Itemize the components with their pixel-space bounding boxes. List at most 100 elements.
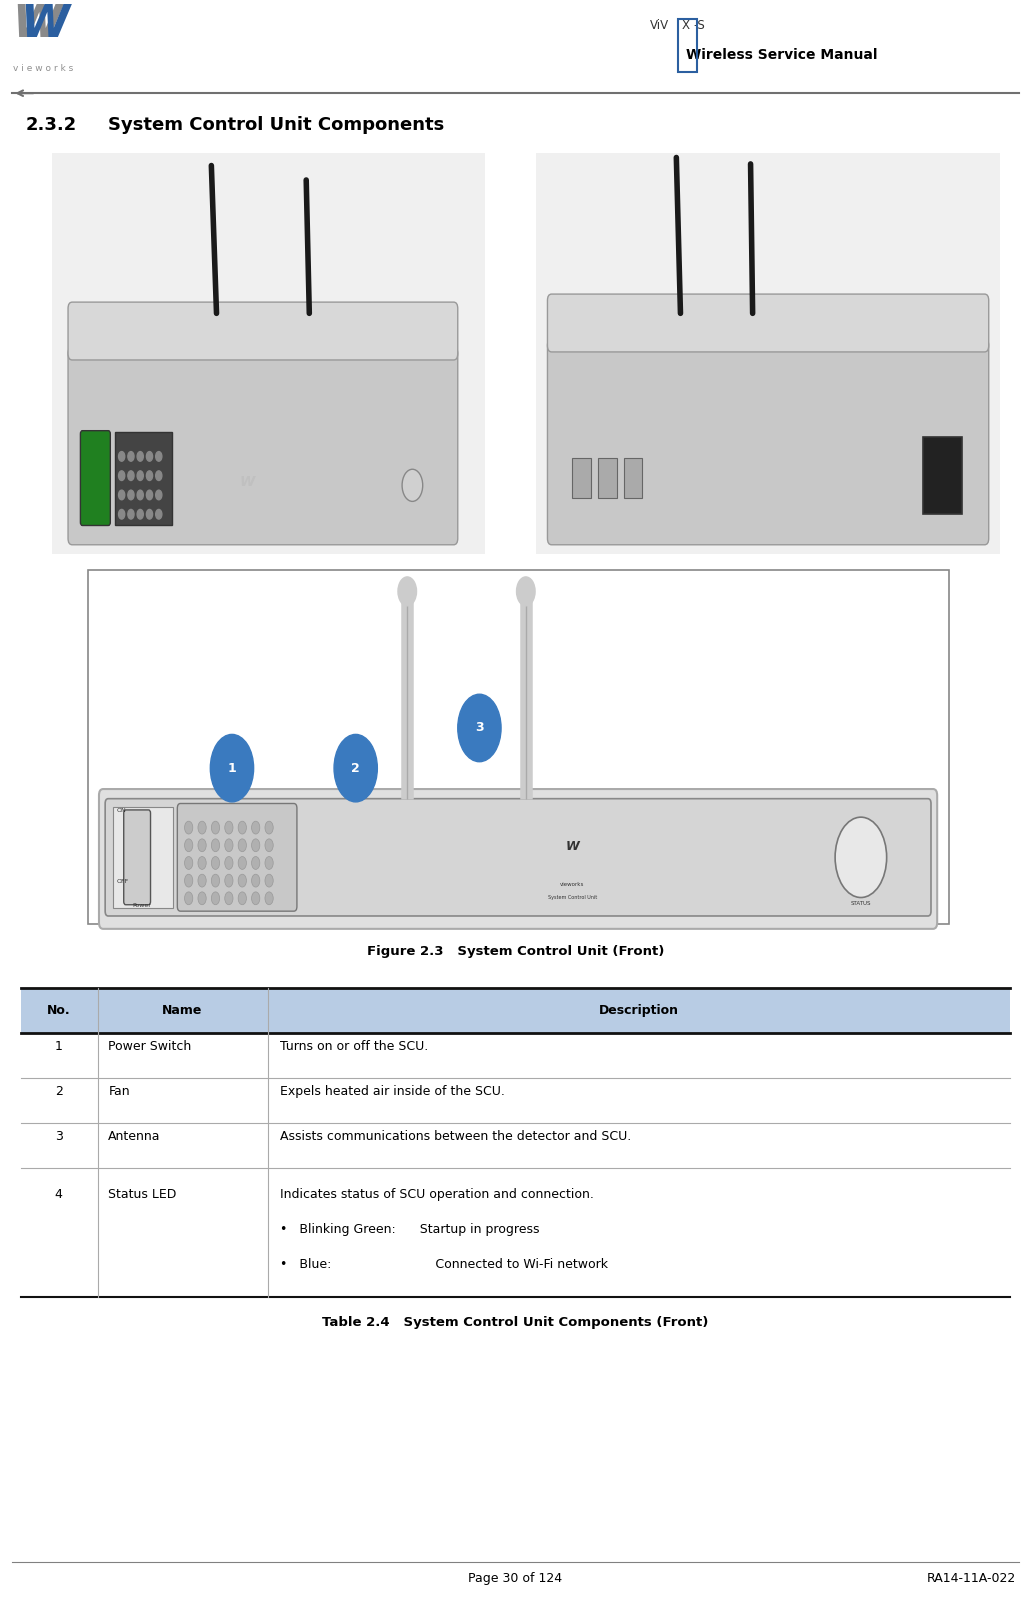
Circle shape xyxy=(458,694,501,762)
Text: W: W xyxy=(12,3,62,47)
Circle shape xyxy=(238,874,246,887)
Text: Power Switch: Power Switch xyxy=(108,1040,192,1053)
Text: OFF: OFF xyxy=(117,879,129,884)
Text: vieworks: vieworks xyxy=(560,882,585,887)
Circle shape xyxy=(156,471,162,480)
Circle shape xyxy=(128,452,134,461)
Circle shape xyxy=(185,821,193,834)
Circle shape xyxy=(334,734,377,802)
FancyBboxPatch shape xyxy=(572,458,591,498)
Circle shape xyxy=(238,821,246,834)
Circle shape xyxy=(225,892,233,905)
Text: Table 2.4   System Control Unit Components (Front): Table 2.4 System Control Unit Components… xyxy=(323,1316,708,1329)
Circle shape xyxy=(238,892,246,905)
Text: 3: 3 xyxy=(55,1130,63,1143)
Circle shape xyxy=(198,874,206,887)
Text: Name: Name xyxy=(162,1004,203,1017)
Circle shape xyxy=(185,874,193,887)
Circle shape xyxy=(517,577,535,606)
Circle shape xyxy=(128,471,134,480)
Text: Turns on or off the SCU.: Turns on or off the SCU. xyxy=(280,1040,429,1053)
Text: 2: 2 xyxy=(55,1085,63,1098)
Text: Indicates status of SCU operation and connection.: Indicates status of SCU operation and co… xyxy=(280,1188,594,1200)
Circle shape xyxy=(137,509,143,519)
Text: Fan: Fan xyxy=(108,1085,130,1098)
Circle shape xyxy=(265,821,273,834)
FancyBboxPatch shape xyxy=(21,1168,1010,1297)
Circle shape xyxy=(146,452,153,461)
FancyBboxPatch shape xyxy=(536,153,1000,554)
Text: System Control Unit Components: System Control Unit Components xyxy=(108,116,444,133)
Circle shape xyxy=(156,452,162,461)
Circle shape xyxy=(252,892,260,905)
Text: •   Blue:                          Connected to Wi-Fi network: • Blue: Connected to Wi-Fi network xyxy=(280,1258,608,1271)
FancyBboxPatch shape xyxy=(21,1078,1010,1123)
Text: v i e w o r k s: v i e w o r k s xyxy=(13,64,73,74)
Circle shape xyxy=(198,857,206,869)
Text: Status LED: Status LED xyxy=(108,1188,176,1200)
Circle shape xyxy=(137,471,143,480)
FancyBboxPatch shape xyxy=(547,294,989,352)
Text: 1: 1 xyxy=(228,762,236,775)
FancyBboxPatch shape xyxy=(115,432,172,525)
Circle shape xyxy=(156,509,162,519)
Circle shape xyxy=(185,892,193,905)
FancyBboxPatch shape xyxy=(21,1033,1010,1078)
FancyBboxPatch shape xyxy=(99,789,937,929)
Text: Wireless Service Manual: Wireless Service Manual xyxy=(686,48,877,63)
Circle shape xyxy=(210,734,254,802)
Circle shape xyxy=(238,857,246,869)
Circle shape xyxy=(146,509,153,519)
Text: 2.3.2: 2.3.2 xyxy=(26,116,77,133)
Text: •   Blinking Green:      Startup in progress: • Blinking Green: Startup in progress xyxy=(280,1223,540,1236)
Text: W: W xyxy=(21,3,70,47)
Circle shape xyxy=(225,857,233,869)
Text: Antenna: Antenna xyxy=(108,1130,161,1143)
Text: 2: 2 xyxy=(352,762,360,775)
Circle shape xyxy=(211,857,220,869)
Circle shape xyxy=(198,839,206,852)
Text: Description: Description xyxy=(599,1004,679,1017)
Text: System Control Unit: System Control Unit xyxy=(547,895,597,900)
FancyBboxPatch shape xyxy=(68,302,458,360)
Text: Page 30 of 124: Page 30 of 124 xyxy=(468,1572,563,1585)
FancyBboxPatch shape xyxy=(177,804,297,911)
Text: Expels heated air inside of the SCU.: Expels heated air inside of the SCU. xyxy=(280,1085,505,1098)
Text: No.: No. xyxy=(47,1004,70,1017)
Circle shape xyxy=(225,839,233,852)
Circle shape xyxy=(211,839,220,852)
Circle shape xyxy=(265,857,273,869)
Circle shape xyxy=(402,469,423,501)
Circle shape xyxy=(252,857,260,869)
FancyBboxPatch shape xyxy=(52,153,485,554)
Circle shape xyxy=(398,577,417,606)
Text: 4: 4 xyxy=(55,1188,63,1200)
Text: Power: Power xyxy=(133,903,152,908)
Text: ViV: ViV xyxy=(650,19,669,32)
Circle shape xyxy=(146,471,153,480)
FancyBboxPatch shape xyxy=(124,810,151,905)
FancyBboxPatch shape xyxy=(80,431,110,525)
Circle shape xyxy=(198,892,206,905)
Circle shape xyxy=(128,509,134,519)
Circle shape xyxy=(265,839,273,852)
Circle shape xyxy=(252,839,260,852)
Text: 1: 1 xyxy=(55,1040,63,1053)
Text: RA14-11A-022: RA14-11A-022 xyxy=(926,1572,1016,1585)
FancyBboxPatch shape xyxy=(21,1123,1010,1168)
Text: STATUS: STATUS xyxy=(851,902,871,906)
Circle shape xyxy=(211,874,220,887)
Circle shape xyxy=(156,490,162,500)
FancyBboxPatch shape xyxy=(923,437,962,514)
Circle shape xyxy=(252,821,260,834)
FancyBboxPatch shape xyxy=(113,807,173,908)
FancyBboxPatch shape xyxy=(21,988,1010,1033)
Circle shape xyxy=(225,874,233,887)
FancyBboxPatch shape xyxy=(624,458,642,498)
Circle shape xyxy=(119,490,125,500)
Circle shape xyxy=(137,452,143,461)
Circle shape xyxy=(119,471,125,480)
Circle shape xyxy=(119,452,125,461)
Circle shape xyxy=(146,490,153,500)
FancyBboxPatch shape xyxy=(547,339,989,545)
